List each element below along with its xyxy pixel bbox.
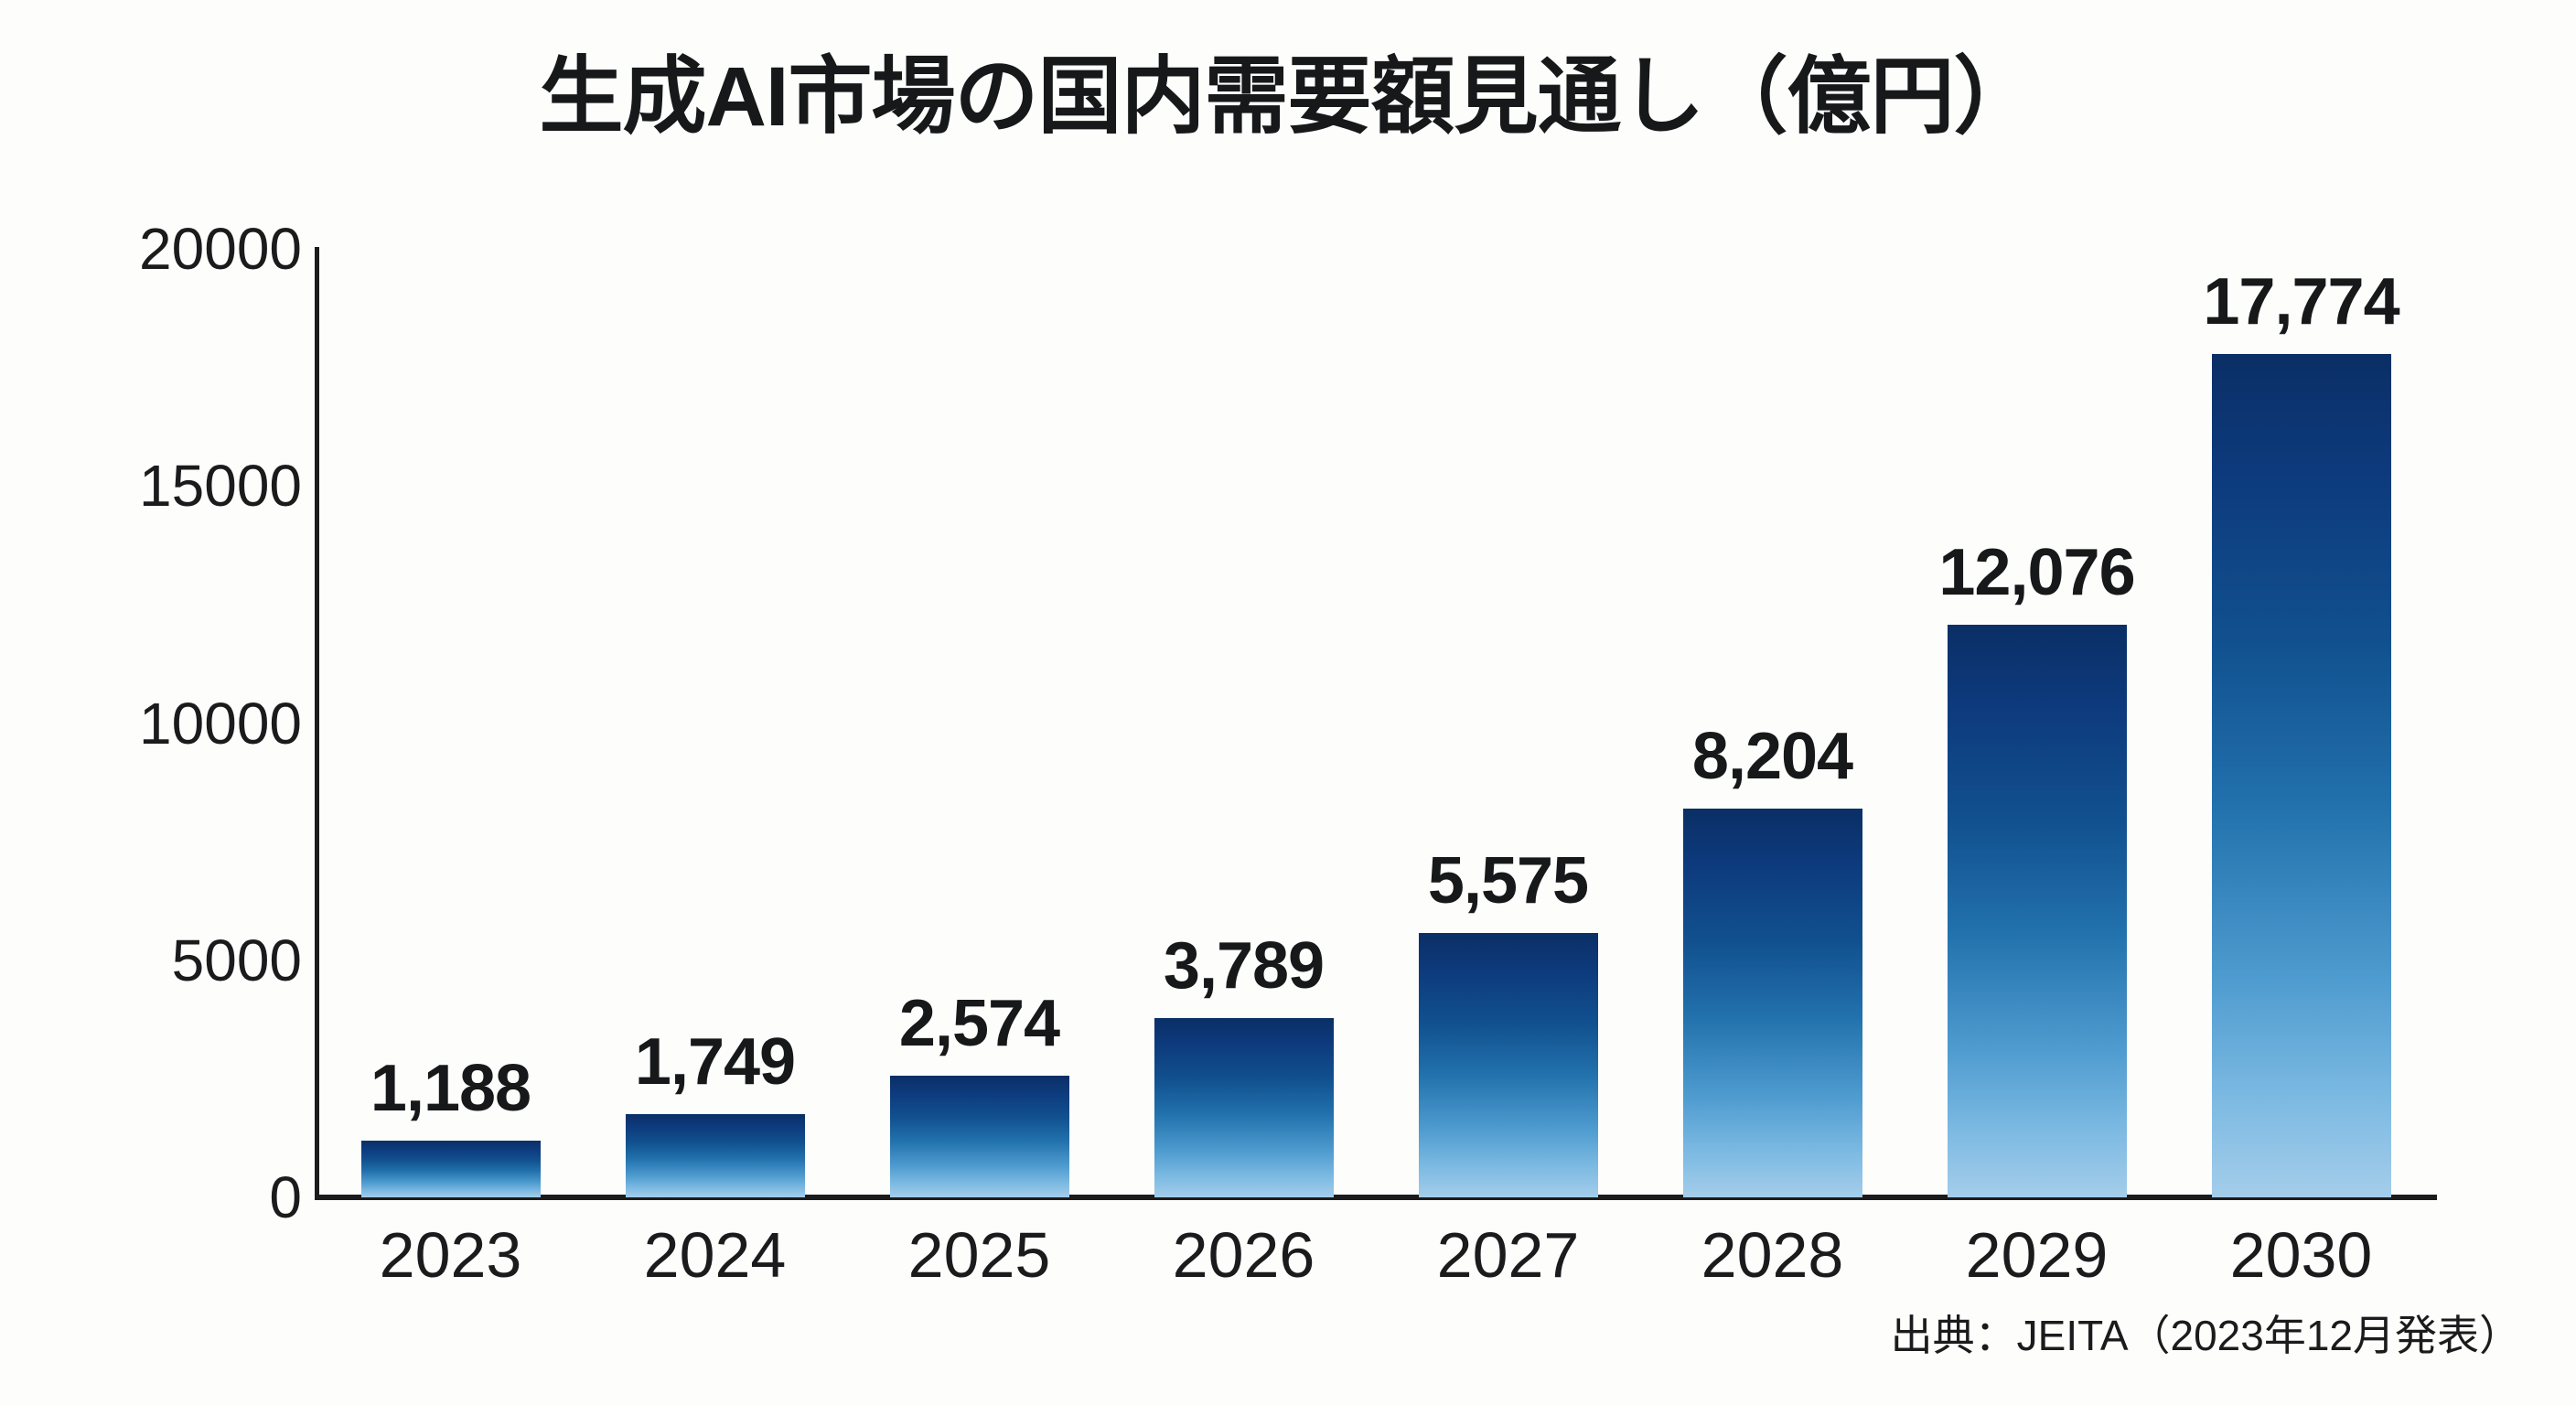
bar-value-label: 12,076 [1938,535,2135,609]
x-axis-line [315,1195,2437,1200]
y-axis-tick-label: 5000 [171,927,302,993]
bar-group: 12,076 [1905,249,2169,1197]
y-axis-tick-label: 0 [269,1164,302,1230]
bar-group: 17,774 [2169,249,2433,1197]
x-axis-tick-label: 2030 [2229,1219,2373,1291]
bar-group: 1,188 [318,249,583,1197]
x-axis-tick-label: 2023 [379,1219,522,1291]
y-axis-tick-label: 20000 [139,216,302,282]
bar-group: 8,204 [1640,249,1905,1197]
y-axis-tick-labels: 0 5000 10000 15000 20000 [0,0,302,1405]
x-axis-tick-label: 2026 [1172,1219,1315,1291]
bar-value-label: 1,188 [370,1052,531,1126]
y-axis-tick-label: 10000 [139,690,302,756]
plot-area: 1,188 1,749 2,574 3,789 5,575 8,204 12,076 17,7… [318,249,2433,1197]
bar-2026[interactable] [1154,1017,1334,1197]
bar-value-label: 1,749 [634,1025,796,1099]
y-axis-tick-label: 15000 [139,453,302,520]
x-axis-tick-label: 2028 [1701,1219,1844,1291]
x-axis-tick-label: 2029 [1965,1219,2109,1291]
bar-value-label: 8,204 [1691,719,1853,793]
bar-group: 1,749 [583,249,847,1197]
bar-group: 2,574 [847,249,1111,1197]
bar-group: 5,575 [1376,249,1640,1197]
x-axis-tick-label: 2024 [643,1219,787,1291]
bar-2030[interactable] [2211,354,2391,1197]
bar-2027[interactable] [1418,932,1598,1197]
bar-value-label: 17,774 [2203,265,2399,339]
bar-2024[interactable] [625,1114,805,1197]
source-note: 出典：JEITA（2023年12月発表） [1890,1312,2521,1359]
x-axis-tick-label: 2025 [907,1219,1051,1291]
bar-2028[interactable] [1682,808,1862,1197]
bar-value-label: 3,789 [1163,928,1325,1003]
bar-value-label: 5,575 [1427,843,1589,917]
bar-2023[interactable] [360,1141,541,1197]
page-title: 生成AI市場の国内需要額見通し（億円） [539,50,2037,144]
bar-2025[interactable] [889,1075,1069,1197]
bar-group: 3,789 [1111,249,1376,1197]
bar-value-label: 2,574 [898,986,1060,1060]
x-axis-tick-label: 2027 [1436,1219,1580,1291]
y-axis-line [315,247,319,1199]
bar-2029[interactable] [1947,624,2127,1197]
